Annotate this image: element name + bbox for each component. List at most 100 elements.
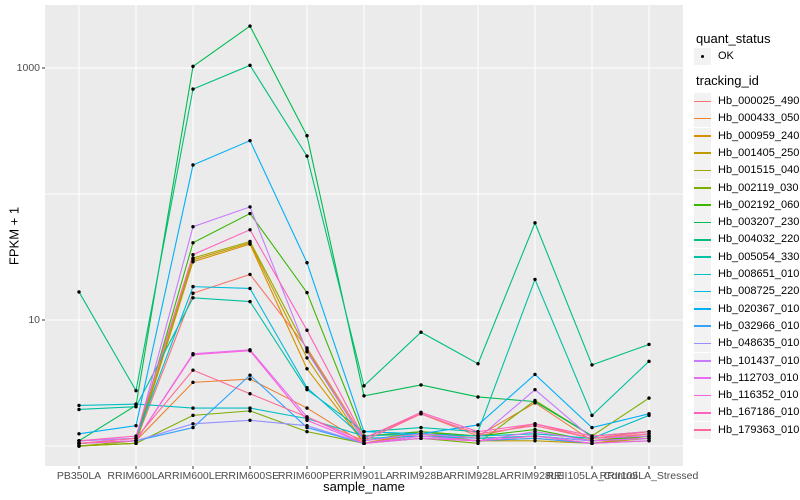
legend-label-Hb_001405_250: Hb_001405_250 xyxy=(718,146,800,159)
data-point xyxy=(419,383,423,387)
legend-key-Hb_008725_220 xyxy=(694,283,711,301)
data-point xyxy=(191,425,195,430)
line-swatch-icon xyxy=(694,273,711,276)
data-point xyxy=(533,423,537,428)
data-point xyxy=(476,441,480,446)
data-point xyxy=(248,377,252,381)
legend-key-Hb_002119_030 xyxy=(694,179,711,197)
line-swatch-icon xyxy=(694,360,711,362)
data-point xyxy=(533,372,537,377)
x-tick-label-RRIM600LE: RRIM600LE xyxy=(164,470,222,482)
data-point xyxy=(533,399,537,404)
data-point xyxy=(476,395,480,399)
data-point xyxy=(476,423,480,427)
legend-key-Hb_000959_240 xyxy=(694,127,711,145)
legend-key-Hb_001515_040 xyxy=(694,162,711,180)
data-point xyxy=(248,272,252,277)
data-point xyxy=(362,439,366,443)
legend-label-Hb_002119_030: Hb_002119_030 xyxy=(718,181,799,194)
data-point xyxy=(476,436,480,441)
data-point xyxy=(248,228,252,232)
line-swatch-icon xyxy=(694,152,711,155)
line-swatch-icon xyxy=(694,204,711,206)
data-point xyxy=(305,328,309,332)
legend-key-Hb_167186_010 xyxy=(694,404,711,422)
data-point xyxy=(590,363,594,367)
data-point xyxy=(248,205,252,209)
data-point xyxy=(248,211,252,216)
data-point xyxy=(590,441,594,446)
line-swatch-icon xyxy=(694,394,711,397)
legend-label-Hb_002192_060: Hb_002192_060 xyxy=(718,198,800,211)
data-point xyxy=(419,330,423,334)
legend-key-Hb_008651_010 xyxy=(694,266,711,283)
data-point xyxy=(134,402,138,406)
data-point xyxy=(191,225,195,229)
data-point xyxy=(191,380,195,385)
line-swatch-icon xyxy=(694,342,711,345)
legend-key-Hb_020367_010 xyxy=(694,300,711,318)
data-point xyxy=(77,432,81,436)
data-point xyxy=(305,415,309,419)
data-point xyxy=(419,436,423,441)
data-point xyxy=(590,425,594,430)
legend-label-Hb_167186_010: Hb_167186_010 xyxy=(718,406,800,419)
data-point xyxy=(647,439,651,443)
data-point xyxy=(191,163,195,167)
legend-label-Hb_048635_010: Hb_048635_010 xyxy=(718,337,800,350)
legend-key-Hb_116352_010 xyxy=(694,387,711,405)
data-point xyxy=(305,154,309,158)
data-point xyxy=(305,367,309,371)
line-swatch-icon xyxy=(694,238,711,241)
x-tick-label-RRIM901LA: RRIM901LA xyxy=(335,470,393,482)
legend-label-Hb_000959_240: Hb_000959_240 xyxy=(718,129,800,142)
data-point xyxy=(533,434,537,438)
legend-key-Hb_005054_330 xyxy=(694,248,711,266)
data-point xyxy=(134,439,138,443)
line-swatch-icon xyxy=(694,100,711,103)
y-axis-title: FPKM + 1 xyxy=(6,206,22,266)
line-swatch-icon xyxy=(694,290,711,293)
data-point xyxy=(533,436,537,441)
data-point xyxy=(77,403,81,408)
y-tick-label-10: 10 xyxy=(28,314,40,326)
data-point xyxy=(419,434,423,438)
legend-label-Hb_020367_010: Hb_020367_010 xyxy=(718,302,800,315)
data-point xyxy=(191,353,195,357)
data-point xyxy=(647,359,651,364)
x-tick-label-RRII105LA_Control: RRII105LA_Control xyxy=(546,470,638,482)
data-point xyxy=(305,406,309,410)
data-point xyxy=(533,221,537,225)
data-point xyxy=(248,63,252,68)
data-point xyxy=(419,412,423,416)
data-point xyxy=(590,413,594,418)
legend-key-Hb_179363_010 xyxy=(694,421,711,439)
data-point xyxy=(134,436,138,441)
x-tick-label-RRIM928LA: RRIM928LA xyxy=(449,470,507,482)
line-swatch-icon xyxy=(694,411,711,414)
x-tick-label-RRIM600SE: RRIM600SE xyxy=(220,470,280,482)
data-point xyxy=(248,373,252,377)
legend-label-ok: OK xyxy=(718,50,734,62)
legend-label-Hb_101437_010: Hb_101437_010 xyxy=(718,354,800,367)
data-point xyxy=(191,87,195,91)
line-swatch-icon xyxy=(694,135,711,137)
line-swatch-icon xyxy=(694,308,711,310)
x-tick-label-RRIM928LE: RRIM928LE xyxy=(506,470,564,482)
data-point xyxy=(248,286,252,291)
data-point xyxy=(647,412,651,416)
data-point xyxy=(191,241,195,245)
data-point xyxy=(305,418,309,422)
data-point xyxy=(77,441,81,446)
x-tick-label-RRIM600PE: RRIM600PE xyxy=(277,470,337,482)
legend-label-Hb_005054_330: Hb_005054_330 xyxy=(718,250,800,263)
data-point xyxy=(191,296,195,300)
x-tick-label-RRII105LA_Stressed: RRII105LA_Stressed xyxy=(599,470,699,482)
data-point xyxy=(590,434,594,438)
data-point xyxy=(533,277,537,282)
line-swatch-icon xyxy=(694,221,711,224)
data-point xyxy=(191,406,195,410)
data-point xyxy=(134,434,138,438)
